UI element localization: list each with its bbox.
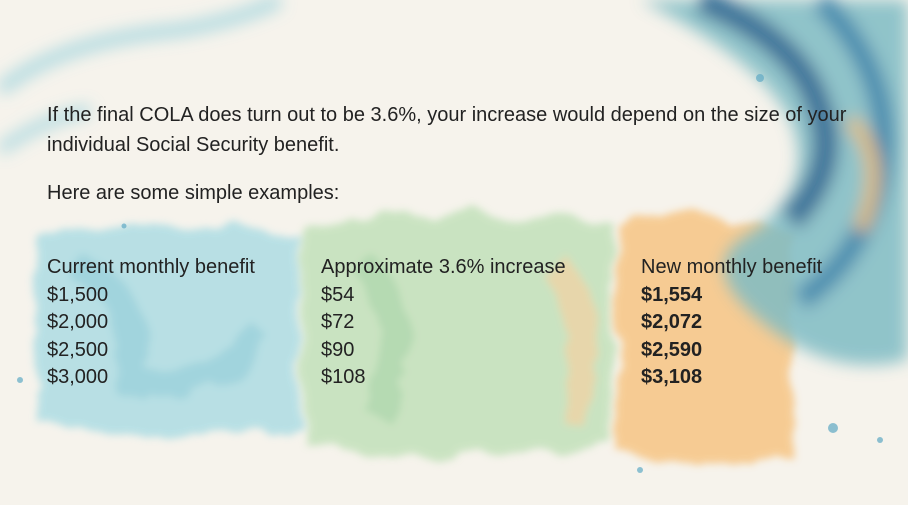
column-header: Current monthly benefit bbox=[47, 256, 255, 278]
table-cell: $72 bbox=[321, 311, 355, 333]
table-cell: $3,000 bbox=[47, 366, 109, 388]
table-cell: $54 bbox=[321, 283, 355, 306]
paragraph: Here are some simple examples: bbox=[47, 182, 340, 204]
paragraph: If the final COLA does turn out to be 3.… bbox=[47, 104, 847, 156]
table-cell: $1,554 bbox=[641, 283, 703, 306]
table-cell: $2,072 bbox=[641, 311, 703, 333]
table-cell: $1,500 bbox=[47, 283, 109, 306]
table-column: Current monthly benefit $1,500 $2,000 $2,50… bbox=[47, 254, 255, 392]
column-header: Approximate 3.6% increase bbox=[321, 256, 566, 278]
table-column: Approximate 3.6% increase $54 $72 $90 $108 bbox=[321, 254, 566, 392]
column-header: New monthly benefit bbox=[641, 256, 823, 278]
table-cell: $2,590 bbox=[641, 338, 703, 361]
table-cell: $2,000 bbox=[47, 311, 109, 333]
table-cell: $2,500 bbox=[47, 338, 109, 361]
table-cell: $3,108 bbox=[641, 366, 703, 388]
table-column: New monthly benefit $1,554 $2,072 $2,590 $3,… bbox=[641, 254, 822, 392]
table-cell: $90 bbox=[321, 338, 355, 361]
table-cell: $108 bbox=[321, 366, 366, 388]
